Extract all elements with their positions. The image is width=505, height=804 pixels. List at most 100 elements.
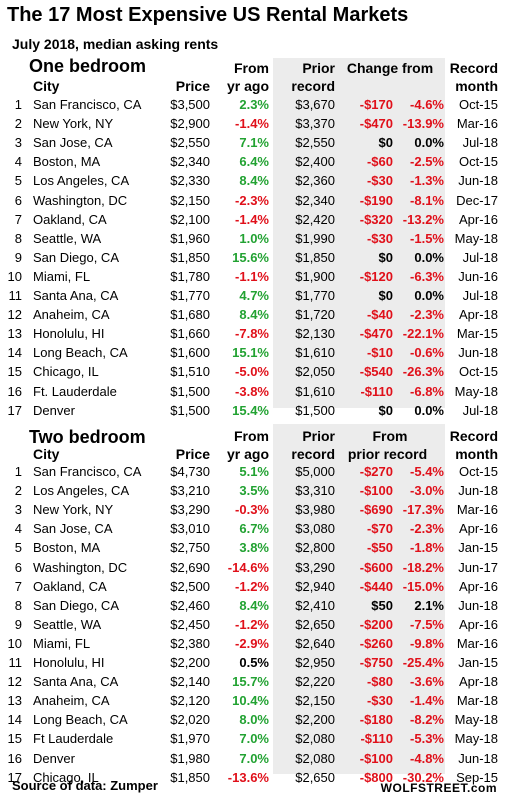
prior-record: $2,650: [295, 616, 335, 632]
table-row: 11 Santa Ana, CA $1,770 4.7% $1,770 $0 0.0% Jul…: [0, 287, 505, 306]
row-number: 3: [14, 135, 22, 151]
city-name: Ft Lauderdale: [33, 731, 114, 747]
change-from-record-percent: -13.9%: [402, 116, 444, 132]
change-from-record-percent: -6.3%: [410, 268, 444, 284]
city-name: San Jose, CA: [33, 521, 113, 537]
record-month: Oct-15: [458, 154, 498, 170]
prior-record: $3,980: [295, 502, 335, 518]
change-from-record-dollars: -$260: [359, 635, 393, 651]
price-value: $1,680: [170, 307, 210, 323]
change-from-record-percent: -2.3%: [410, 521, 444, 537]
city-name: Denver: [33, 750, 75, 766]
change-from-record-dollars: -$110: [360, 383, 393, 399]
table-row: 17 Chicago, IL $1,850 -13.6% $2,650 -$800 -30.…: [0, 769, 505, 788]
change-from-record-percent: -4.6%: [410, 97, 444, 112]
prior-record: $3,670: [295, 97, 335, 112]
prior-record: $3,290: [295, 559, 335, 575]
change-year-ago: -2.9%: [235, 635, 269, 651]
record-month: Jun-18: [458, 173, 498, 189]
city-name: New York, NY: [33, 502, 114, 518]
row-number: 13: [7, 693, 22, 709]
city-name: Long Beach, CA: [33, 345, 128, 361]
change-from-record-percent: -22.1%: [402, 326, 444, 342]
record-month: Apr-16: [458, 211, 498, 227]
change-year-ago: -7.8%: [235, 326, 269, 342]
source-note: Source of data: Zumper: [12, 778, 158, 793]
table-row: 10 Miami, FL $2,380 -2.9% $2,640 -$260 -9.8% Ma…: [0, 635, 505, 654]
price-value: $2,460: [170, 597, 210, 613]
price-value: $2,900: [170, 116, 210, 132]
city-name: Long Beach, CA: [33, 712, 128, 728]
change-from-record-dollars: -$600: [359, 559, 393, 575]
city-name: San Diego, CA: [33, 249, 119, 265]
two-bedroom-header-change-bottom: prior record: [347, 446, 428, 462]
row-number: 9: [14, 249, 22, 265]
one-bedroom-header-record-top: Record: [449, 60, 498, 76]
change-from-record-dollars: -$100: [359, 483, 393, 499]
page-title: The 17 Most Expensive US Rental Markets: [7, 4, 409, 26]
page-subtitle: July 2018, median asking rents: [12, 36, 219, 52]
change-year-ago: -1.1%: [235, 268, 269, 284]
two-bedroom-section-title: Two bedroom: [29, 427, 146, 447]
table-row: 16 Denver $1,980 7.0% $2,080 -$100 -4.8% Jun-18: [0, 750, 505, 769]
table-row: 15 Chicago, IL $1,510 -5.0% $2,050 -$540 -26.3…: [0, 363, 505, 382]
row-number: 1: [14, 464, 22, 479]
change-from-record-dollars: $0: [378, 135, 393, 151]
change-year-ago: 1.0%: [239, 230, 269, 246]
change-from-record-dollars: -$40: [366, 307, 393, 323]
prior-record: $1,720: [295, 307, 335, 323]
two-bedroom-shaded-band: [273, 424, 445, 774]
row-number: 12: [7, 674, 22, 690]
record-month: Jun-18: [458, 345, 498, 361]
change-from-record-percent: 0.0%: [414, 288, 444, 303]
change-from-record-dollars: -$50: [366, 540, 393, 556]
prior-record: $2,200: [295, 712, 335, 728]
price-value: $1,850: [170, 769, 210, 785]
change-from-record-percent: 2.1%: [414, 597, 444, 613]
city-name: Los Angeles, CA: [33, 483, 130, 499]
city-name: Santa Ana, CA: [33, 674, 119, 690]
record-month: May-18: [454, 731, 498, 747]
change-from-record-dollars: -$470: [359, 326, 393, 342]
two-bedroom-header-price: Price: [175, 446, 210, 462]
change-from-record-dollars: -$120: [359, 268, 393, 284]
change-from-record-percent: -15.0%: [402, 578, 444, 594]
prior-record: $1,850: [295, 249, 335, 265]
city-name: San Francisco, CA: [33, 97, 142, 112]
prior-record: $2,420: [295, 211, 335, 227]
change-year-ago: 8.4%: [239, 173, 269, 189]
table-row: 10 Miami, FL $1,780 -1.1% $1,900 -$120 -6.3% Ju…: [0, 268, 505, 287]
price-value: $2,550: [170, 135, 210, 151]
city-name: Seattle, WA: [33, 616, 102, 632]
prior-record: $2,640: [295, 635, 335, 651]
change-from-record-percent: 0.0%: [414, 249, 444, 265]
record-month: May-18: [454, 712, 498, 728]
record-month: Jan-15: [458, 540, 498, 556]
change-from-record-dollars: -$80: [366, 674, 393, 690]
two-bedroom-header-record-top: Record: [449, 428, 498, 444]
prior-record: $2,130: [295, 326, 335, 342]
prior-record: $2,360: [295, 173, 335, 189]
city-name: Oakland, CA: [33, 211, 107, 227]
price-value: $3,010: [170, 521, 210, 537]
one-bedroom-header-record-bottom: month: [455, 78, 498, 94]
record-month: May-18: [454, 383, 498, 399]
table-row: 9 Seattle, WA $2,450 -1.2% $2,650 -$200 -7.5% A…: [0, 616, 505, 635]
prior-record: $1,900: [295, 268, 335, 284]
record-month: Apr-18: [458, 674, 498, 690]
city-name: Denver: [33, 402, 75, 418]
prior-record: $2,950: [295, 655, 335, 670]
price-value: $1,780: [170, 268, 210, 284]
change-from-record-percent: -3.0%: [410, 483, 444, 499]
two-bedroom-header-from-bottom: yr ago: [226, 446, 269, 462]
change-from-record-dollars: -$30: [366, 230, 393, 246]
record-month: Dec-17: [456, 192, 498, 208]
row-number: 11: [8, 288, 23, 303]
prior-record: $3,310: [295, 483, 335, 499]
price-value: $1,960: [170, 230, 210, 246]
row-number: 4: [14, 521, 22, 537]
change-from-record-dollars: -$540: [359, 364, 393, 380]
record-month: Jun-17: [458, 559, 498, 575]
city-name: Miami, FL: [33, 635, 91, 651]
row-number: 7: [14, 211, 22, 227]
